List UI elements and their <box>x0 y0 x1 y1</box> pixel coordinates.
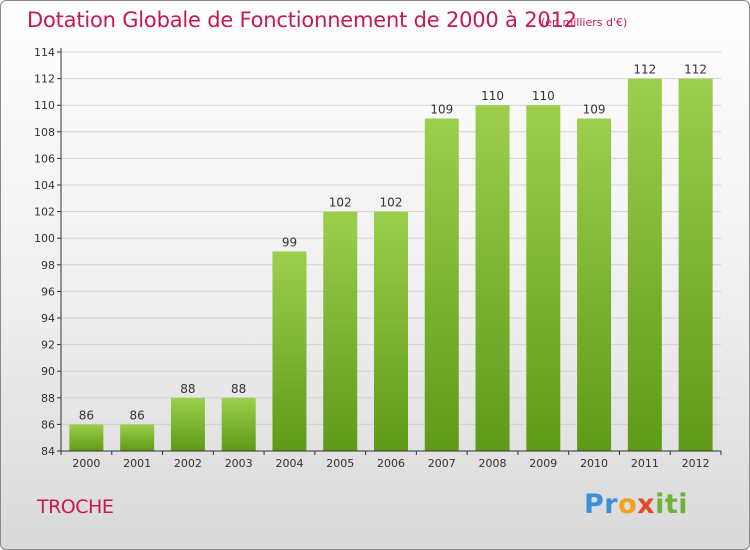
commune-name: TROCHE <box>37 496 114 518</box>
data-label: 88 <box>180 382 195 396</box>
x-tick-label: 2006 <box>377 457 405 470</box>
bar <box>678 78 713 451</box>
proxiti-logo[interactable]: Proxiti <box>584 489 689 520</box>
bar <box>374 211 408 451</box>
bar <box>577 118 612 451</box>
x-tick-label: 2000 <box>72 457 100 470</box>
y-tick-label: 114 <box>34 46 55 59</box>
x-tick-label: 2001 <box>123 457 151 470</box>
data-label: 99 <box>282 236 297 250</box>
bar <box>424 118 459 451</box>
y-tick-label: 86 <box>41 418 55 431</box>
data-label: 102 <box>329 196 352 210</box>
chart-title: Dotation Globale de Fonctionnement de 20… <box>27 8 577 32</box>
data-label: 109 <box>583 103 606 117</box>
bar <box>221 397 256 451</box>
data-label: 112 <box>684 63 707 77</box>
x-tick-label: 2010 <box>580 457 608 470</box>
data-label: 110 <box>532 89 555 103</box>
y-tick-label: 110 <box>34 99 55 112</box>
data-label: 102 <box>380 196 403 210</box>
axes: 84 86 88 90 92 94 96 98 100 102 104 106 108 110 112 114… <box>34 46 722 470</box>
bar <box>323 211 358 451</box>
bar <box>627 78 662 451</box>
bars: 86 86 88 88 99 102 102 109 110 110 109 112 112 <box>69 63 713 451</box>
x-tick-label: 2004 <box>275 457 303 470</box>
bar <box>69 424 104 451</box>
x-tick-label: 2011 <box>631 457 659 470</box>
y-tick-label: 102 <box>34 206 55 219</box>
y-tick-label: 100 <box>34 232 55 245</box>
y-tick-label: 88 <box>41 392 55 405</box>
data-label: 86 <box>130 408 145 422</box>
x-tick-label: 2009 <box>529 457 557 470</box>
bar <box>272 251 307 451</box>
y-tick-label: 96 <box>41 285 55 298</box>
y-tick-label: 84 <box>41 445 55 458</box>
bar <box>526 105 561 451</box>
chart-unit: (en milliers d'€) <box>541 16 628 29</box>
y-tick-label: 94 <box>41 312 55 325</box>
data-label: 88 <box>231 382 246 396</box>
x-tick-label: 2008 <box>479 457 507 470</box>
bar <box>475 105 510 451</box>
x-tick-label: 2012 <box>682 457 710 470</box>
y-tick-label: 90 <box>41 365 55 378</box>
x-tick-label: 2003 <box>225 457 253 470</box>
x-tick-label: 2005 <box>326 457 354 470</box>
data-label: 110 <box>481 89 504 103</box>
data-label: 109 <box>430 103 453 117</box>
bar <box>170 397 205 451</box>
data-label: 86 <box>79 408 94 422</box>
y-tick-label: 104 <box>34 179 55 192</box>
bar <box>120 424 155 451</box>
y-tick-label: 112 <box>34 73 55 86</box>
y-tick-label: 108 <box>34 126 55 139</box>
y-tick-label: 92 <box>41 339 55 352</box>
x-tick-label: 2002 <box>174 457 202 470</box>
data-label: 112 <box>633 63 656 77</box>
y-tick-label: 106 <box>34 152 55 165</box>
y-tick-label: 98 <box>41 259 55 272</box>
x-tick-label: 2007 <box>428 457 456 470</box>
